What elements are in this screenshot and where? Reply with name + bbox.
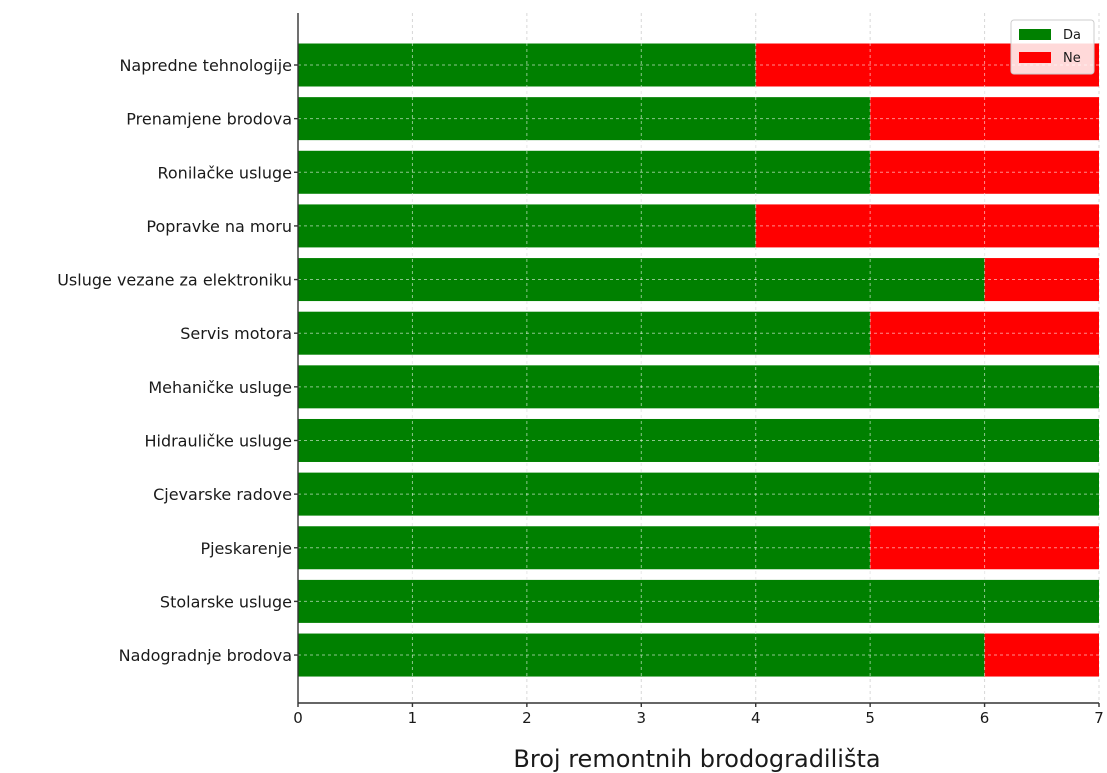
legend-swatch-da: [1019, 29, 1051, 40]
grid-overlay: [298, 43, 1099, 678]
bar-ne-4: [755, 204, 1099, 248]
category-labels: Napredne tehnologije Prenamjene brodova Ro…: [57, 56, 292, 665]
category-label: Napredne tehnologije: [119, 56, 292, 75]
x-tick-label: 3: [637, 709, 647, 727]
legend-box: [1010, 19, 1095, 75]
x-tick-label: 4: [751, 709, 761, 727]
category-label: Mehaničke usluge: [148, 378, 292, 397]
bars: [298, 43, 1099, 677]
legend-label-da: Da: [1063, 28, 1081, 43]
category-label: Popravke na moru: [146, 217, 292, 236]
category-label: Stolarske usluge: [160, 592, 292, 611]
category-label: Cjevarske radove: [153, 485, 292, 504]
axes: [294, 13, 1100, 707]
x-tick-label: 0: [293, 709, 303, 727]
category-label: Hidrauličke usluge: [144, 431, 292, 450]
legend-label-ne: Ne: [1063, 51, 1081, 66]
x-tick-label: 6: [980, 709, 990, 727]
category-label: Usluge vezane za elektroniku: [57, 271, 292, 290]
category-label: Servis motora: [180, 324, 292, 343]
legend: Da Ne: [1010, 19, 1095, 75]
category-label: Ronilačke usluge: [157, 163, 292, 182]
x-axis-label: Broj remontnih brodogradilišta: [513, 745, 880, 773]
x-tick-label: 1: [408, 709, 418, 727]
category-label: Prenamjene brodova: [126, 110, 292, 129]
x-tick-label: 7: [1094, 709, 1104, 727]
category-label: Pjeskarenje: [200, 539, 292, 558]
x-tick-labels: 0 1 2 3 4 5 6 7: [293, 709, 1104, 727]
legend-swatch-ne: [1019, 52, 1051, 63]
x-tick-label: 5: [865, 709, 875, 727]
category-label: Nadogradnje brodova: [119, 646, 292, 665]
x-tick-label: 2: [522, 709, 532, 727]
